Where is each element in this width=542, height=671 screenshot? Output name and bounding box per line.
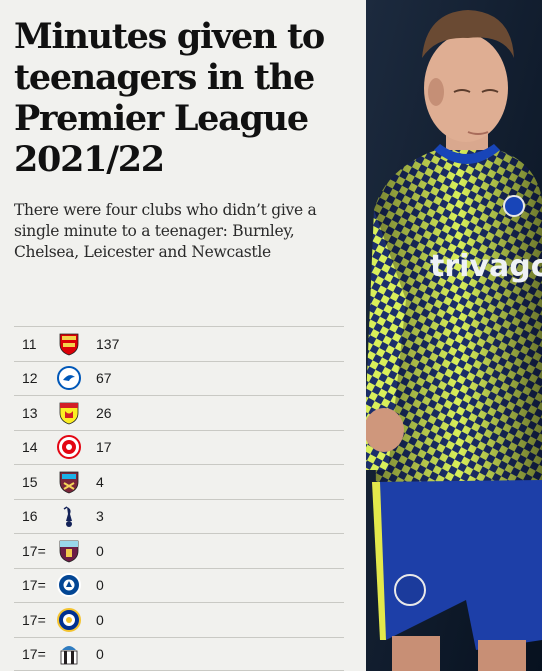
- tottenham-crest-icon: [56, 503, 82, 529]
- burnley-crest-icon: [56, 538, 82, 564]
- table-row: 13 26: [14, 395, 344, 430]
- infographic-panel: Minutes given to teenagers in the Premie…: [14, 16, 344, 671]
- rank-label: 17=: [22, 542, 46, 559]
- rank-label: 16: [22, 508, 38, 525]
- newcastle-crest-icon: [56, 641, 82, 667]
- table-row: 17= 0: [14, 636, 344, 671]
- minutes-value: 0: [96, 577, 104, 594]
- minutes-value: 67: [96, 370, 112, 387]
- rank-label: 14: [22, 439, 38, 456]
- rank-label: 12: [22, 370, 38, 387]
- minutes-value: 0: [96, 542, 104, 559]
- minutes-value: 26: [96, 404, 112, 421]
- rank-label: 11: [22, 335, 37, 352]
- minutes-value: 3: [96, 508, 104, 525]
- table-row: 17= 0: [14, 602, 344, 637]
- rank-label: 13: [22, 404, 38, 421]
- table-row: 17= 0: [14, 567, 344, 603]
- chart-subtitle: There were four clubs who didn’t give a …: [14, 201, 317, 261]
- table-row: 16 3: [14, 498, 344, 534]
- brighton-crest-icon: [56, 365, 82, 391]
- minutes-value: 17: [96, 439, 112, 456]
- table-row: 12 67: [14, 360, 344, 396]
- minutes-value: 4: [96, 473, 104, 490]
- rank-label: 17=: [22, 645, 46, 662]
- chart-title: Minutes given to teenagers in the Premie…: [14, 16, 325, 180]
- footballer-photo: trivago: [366, 0, 542, 671]
- table-row: 11 137: [14, 326, 344, 361]
- shirt-sponsor-text: trivago: [430, 249, 542, 284]
- rank-label: 17=: [22, 611, 46, 628]
- watford-crest-icon: [56, 400, 82, 426]
- arsenal-crest-icon: [56, 331, 82, 357]
- leicester-crest-icon: [56, 607, 82, 633]
- table-row: 17= 0: [14, 533, 344, 568]
- minutes-value: 137: [96, 335, 120, 352]
- west-ham-crest-icon: [56, 469, 82, 495]
- rank-label: 17=: [22, 577, 46, 594]
- brentford-crest-icon: [56, 434, 82, 460]
- rank-label: 15: [22, 473, 38, 490]
- table-row: 15 4: [14, 464, 344, 499]
- chelsea-crest-icon: [56, 572, 82, 598]
- minutes-value: 0: [96, 611, 104, 628]
- footballer-photo-illustration: trivago: [366, 0, 542, 671]
- minutes-value: 0: [96, 645, 104, 662]
- table-row: 14 17: [14, 429, 344, 465]
- minutes-table: 11 137 12 67 13 26 14 17 15 4 16 3 17= 0 17= 0 17= 0 17= 0: [14, 326, 344, 671]
